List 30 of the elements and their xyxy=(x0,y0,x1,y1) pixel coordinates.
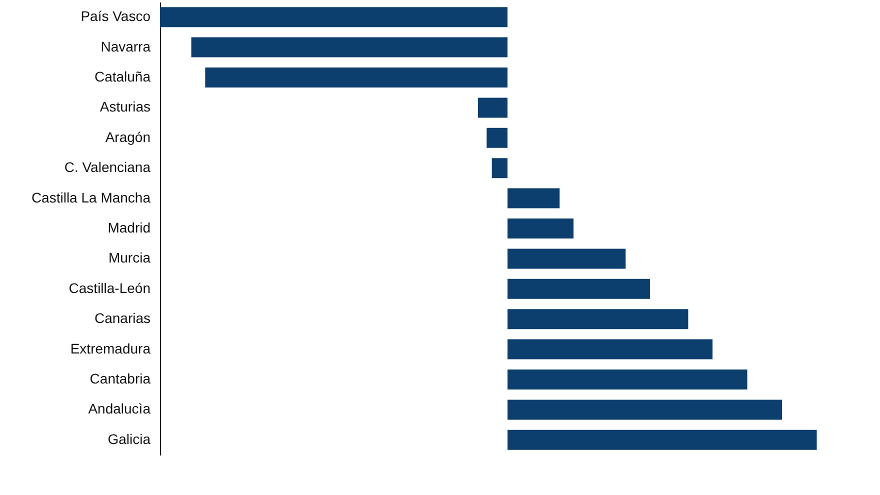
y-tick-label: Galicia xyxy=(108,430,151,447)
bar xyxy=(508,309,688,330)
y-tick-label: Andalucìa xyxy=(88,400,151,417)
bar xyxy=(508,278,650,299)
y-tick-label: C. Valenciana xyxy=(64,159,151,176)
y-tick-label: País Vasco xyxy=(80,8,151,24)
y-tick-label: Murcia xyxy=(108,250,151,266)
bar xyxy=(508,248,626,269)
y-tick-label: Aragón xyxy=(105,128,150,145)
bar xyxy=(508,188,560,208)
bar xyxy=(508,218,574,238)
bar xyxy=(205,68,508,88)
y-tick-label: Extremadura xyxy=(70,340,151,356)
bar xyxy=(508,339,713,360)
y-tick-label: Castilla-León xyxy=(68,280,150,296)
bar xyxy=(508,370,748,390)
y-tick-label: Castilla La Mancha xyxy=(31,189,151,206)
bar xyxy=(160,7,508,28)
y-tick-label: Asturias xyxy=(100,98,150,115)
bar xyxy=(478,98,508,118)
bar xyxy=(508,400,782,420)
y-tick-label: Canarias xyxy=(94,310,150,326)
y-tick-label: Madrid xyxy=(108,220,150,236)
bar xyxy=(486,128,508,148)
y-tick-label: Cantabria xyxy=(90,370,151,386)
bar xyxy=(191,37,508,58)
bar xyxy=(508,430,817,450)
bar xyxy=(492,158,508,178)
y-tick-label: Cataluña xyxy=(94,68,151,84)
y-tick-label: Navarra xyxy=(100,38,151,54)
